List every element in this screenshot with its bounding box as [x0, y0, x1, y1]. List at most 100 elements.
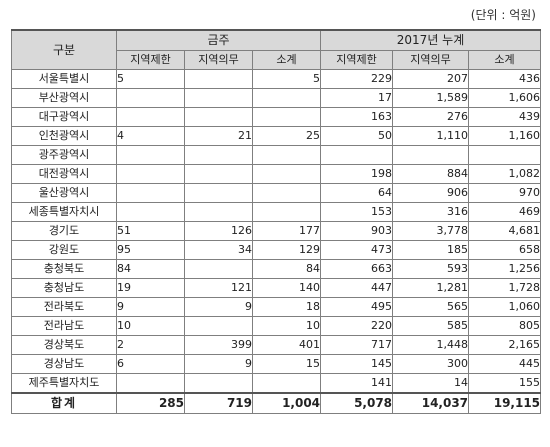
table-row: 부산광역시 17 1,589 1,606: [11, 88, 542, 108]
value-cell: 229: [320, 69, 394, 89]
value-cell: [251, 164, 322, 184]
region-name: 경상북도: [11, 335, 117, 355]
value-cell: 50: [320, 126, 394, 146]
header-category: 구분: [11, 29, 117, 70]
region-name: 서울특별시: [11, 69, 117, 89]
value-cell: 495: [320, 297, 394, 317]
table-row: 전라북도 9 9 18 495 565 1,060: [11, 297, 542, 317]
value-cell: 276: [392, 107, 470, 127]
value-cell: 64: [320, 183, 394, 203]
header-cumulative: 2017년 누계: [320, 29, 542, 51]
value-cell: 469: [468, 202, 542, 222]
value-cell: 663: [320, 259, 394, 279]
value-cell: 2,165: [468, 335, 542, 355]
table-row: 경상남도 6 9 15 145 300 445: [11, 354, 542, 374]
value-cell: 153: [320, 202, 394, 222]
region-name: 대구광역시: [11, 107, 117, 127]
value-cell: 140: [251, 278, 322, 298]
value-cell: 1,110: [392, 126, 470, 146]
table-row: 전라남도 10 10 220 585 805: [11, 316, 542, 336]
value-cell: 10: [251, 316, 322, 336]
value-cell: [116, 164, 185, 184]
value-cell: 207: [392, 69, 470, 89]
value-cell: 155: [468, 373, 542, 394]
value-cell: [116, 88, 185, 108]
subheader-regional-mandatory: 지역의무: [392, 50, 470, 70]
value-cell: 9: [184, 297, 253, 317]
value-cell: 121: [184, 278, 253, 298]
total-value: 1,004: [251, 392, 322, 414]
value-cell: 4,681: [468, 221, 542, 241]
table-row: 울산광역시 64 906 970: [11, 183, 542, 203]
region-name: 경기도: [11, 221, 117, 241]
table-row: 충청북도 84 84 663 593 1,256: [11, 259, 542, 279]
value-cell: [251, 88, 322, 108]
value-cell: [184, 107, 253, 127]
value-cell: [184, 202, 253, 222]
value-cell: [184, 183, 253, 203]
value-cell: [251, 183, 322, 203]
value-cell: [184, 88, 253, 108]
value-cell: 5: [251, 69, 322, 89]
value-cell: 445: [468, 354, 542, 374]
value-cell: [184, 259, 253, 279]
value-cell: [116, 183, 185, 203]
value-cell: 1,060: [468, 297, 542, 317]
value-cell: 126: [184, 221, 253, 241]
value-cell: 51: [116, 221, 185, 241]
value-cell: 1,160: [468, 126, 542, 146]
value-cell: 19: [116, 278, 185, 298]
value-cell: 436: [468, 69, 542, 89]
table-row: 광주광역시: [11, 145, 542, 165]
table-row: 강원도 95 34 129 473 185 658: [11, 240, 542, 260]
value-cell: 198: [320, 164, 394, 184]
value-cell: 177: [251, 221, 322, 241]
value-cell: 473: [320, 240, 394, 260]
value-cell: 565: [392, 297, 470, 317]
value-cell: 439: [468, 107, 542, 127]
region-name: 인천광역시: [11, 126, 117, 146]
value-cell: 1,606: [468, 88, 542, 108]
value-cell: 585: [392, 316, 470, 336]
table-row: 인천광역시 4 21 25 50 1,110 1,160: [11, 126, 542, 146]
table-row: 세종특별자치시 153 316 469: [11, 202, 542, 222]
table-row: 경상북도 2 399 401 717 1,448 2,165: [11, 335, 542, 355]
value-cell: 401: [251, 335, 322, 355]
value-cell: 884: [392, 164, 470, 184]
value-cell: 1,082: [468, 164, 542, 184]
table-row: 대전광역시 198 884 1,082: [11, 164, 542, 184]
value-cell: 18: [251, 297, 322, 317]
value-cell: 1,281: [392, 278, 470, 298]
value-cell: [184, 69, 253, 89]
value-cell: 141: [320, 373, 394, 394]
value-cell: [468, 145, 542, 165]
value-cell: 1,728: [468, 278, 542, 298]
value-cell: 717: [320, 335, 394, 355]
subheader-regional-mandatory: 지역의무: [184, 50, 253, 70]
region-name: 부산광역시: [11, 88, 117, 108]
value-cell: [116, 202, 185, 222]
value-cell: 185: [392, 240, 470, 260]
value-cell: 903: [320, 221, 394, 241]
value-cell: [392, 145, 470, 165]
value-cell: 593: [392, 259, 470, 279]
value-cell: 658: [468, 240, 542, 260]
table-row: 충청남도 19 121 140 447 1,281 1,728: [11, 278, 542, 298]
value-cell: 9: [184, 354, 253, 374]
region-name: 대전광역시: [11, 164, 117, 184]
subheader-regional-restriction: 지역제한: [116, 50, 185, 70]
value-cell: [251, 373, 322, 394]
value-cell: [116, 107, 185, 127]
table-row: 대구광역시 163 276 439: [11, 107, 542, 127]
value-cell: [184, 316, 253, 336]
value-cell: 970: [468, 183, 542, 203]
region-name: 충청남도: [11, 278, 117, 298]
value-cell: 1,256: [468, 259, 542, 279]
total-value: 285: [116, 392, 185, 414]
value-cell: 21: [184, 126, 253, 146]
value-cell: 1,589: [392, 88, 470, 108]
value-cell: 9: [116, 297, 185, 317]
total-label: 합계: [11, 392, 117, 414]
region-name: 전라남도: [11, 316, 117, 336]
value-cell: 6: [116, 354, 185, 374]
